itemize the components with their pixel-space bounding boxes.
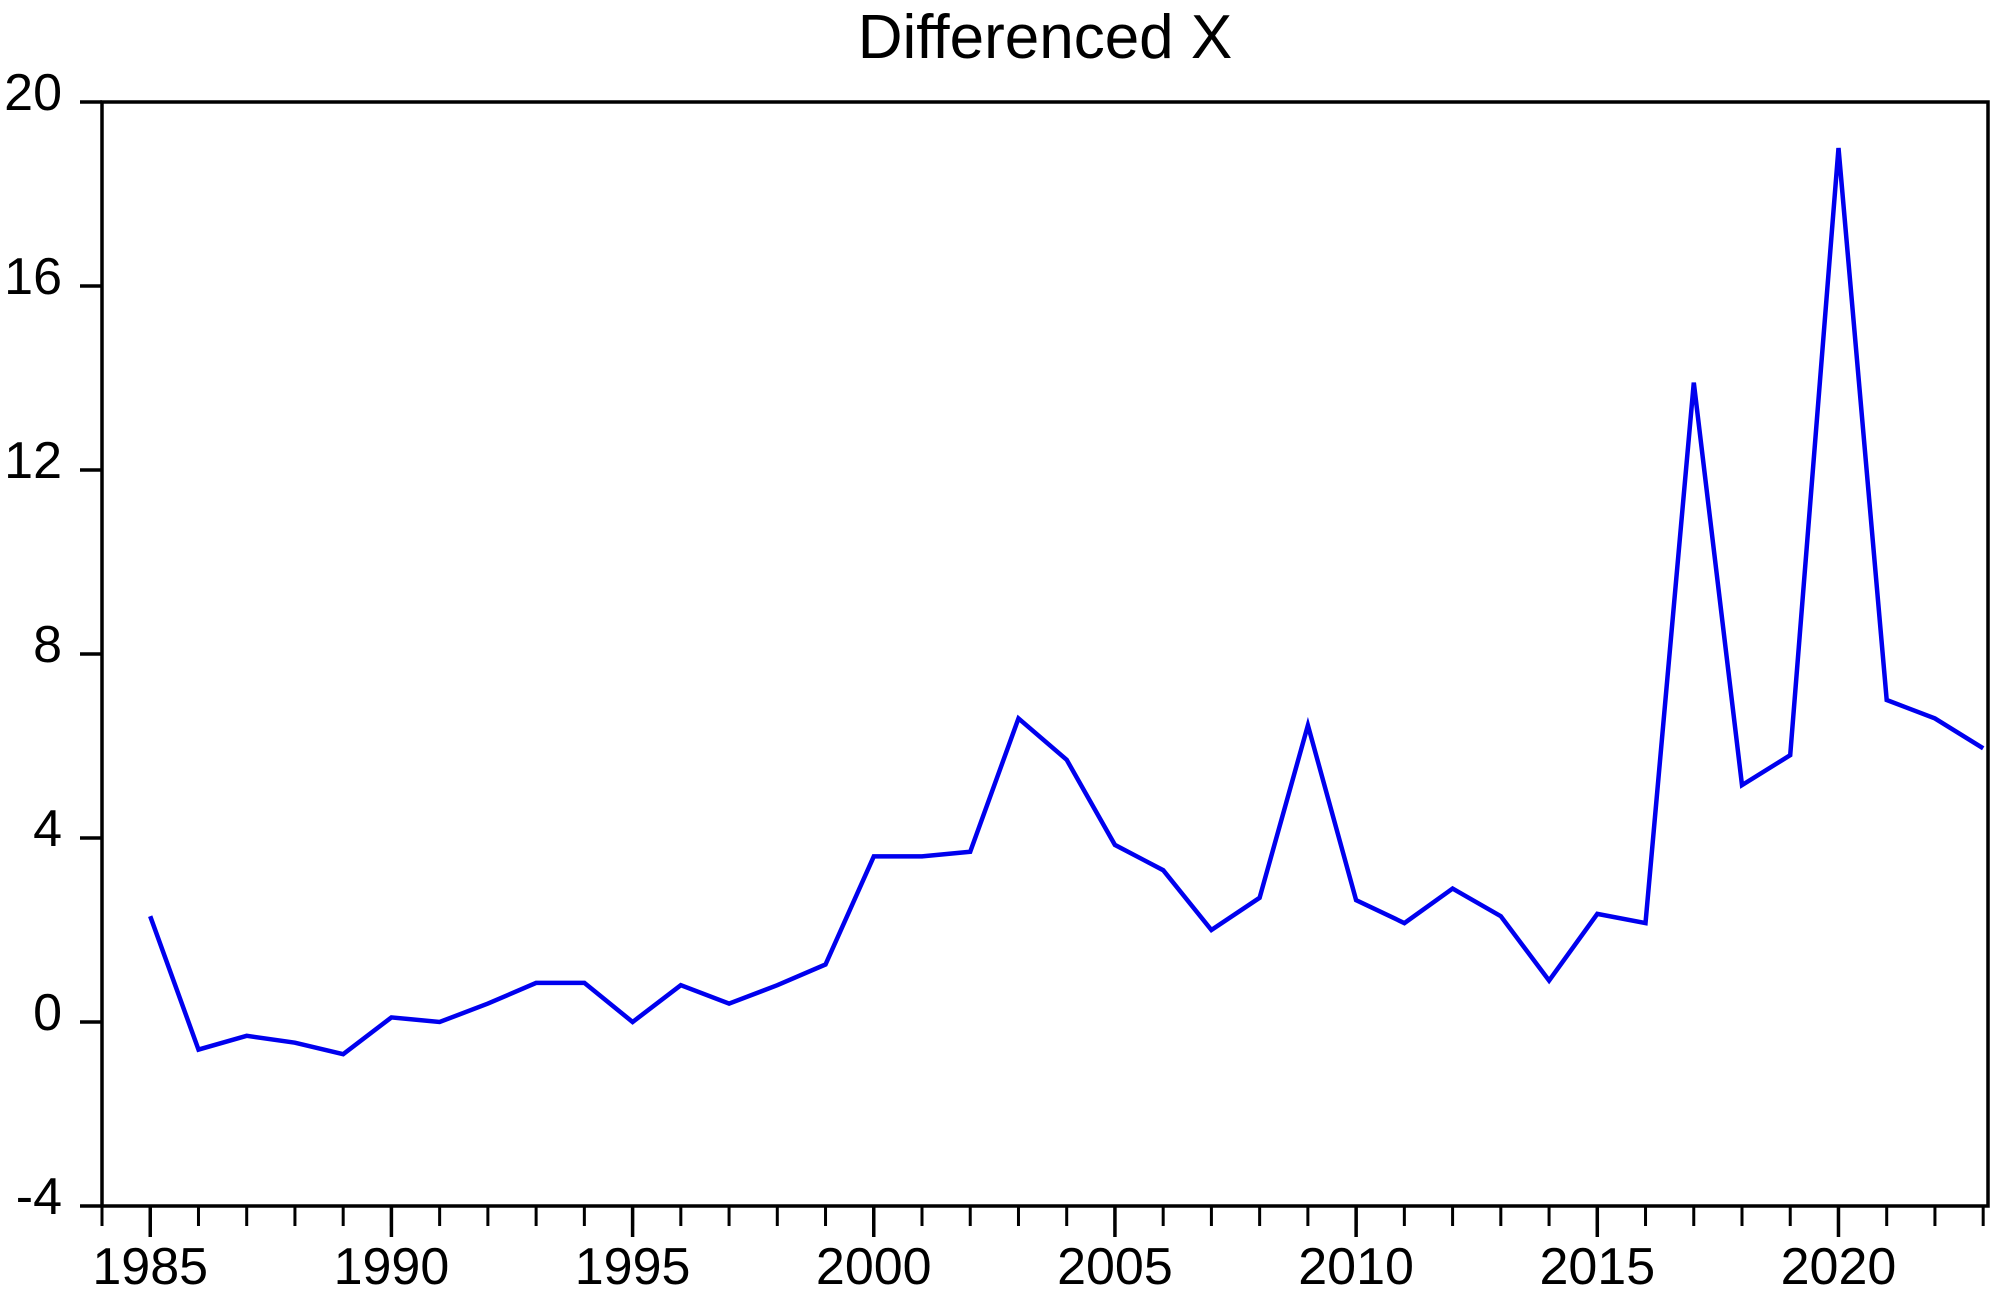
y-axis-label: -4 xyxy=(16,1168,62,1226)
y-axis-label: 0 xyxy=(33,984,62,1042)
y-axis-label: 20 xyxy=(4,64,62,122)
series xyxy=(148,147,1985,1057)
x-axis-label: 1985 xyxy=(92,1238,208,1296)
x-axis-label: 1995 xyxy=(575,1238,691,1296)
y-axis: 20 16 12 8 4 0 -4 xyxy=(4,64,102,1226)
series-line xyxy=(148,147,1985,1057)
plot-frame xyxy=(100,100,1990,1208)
x-axis: 1985 1990 1995 2000 2005 2010 2015 2020 xyxy=(92,1206,1985,1296)
y-axis-label: 16 xyxy=(4,248,62,306)
y-axis-label: 4 xyxy=(33,800,62,858)
y-axis-label: 8 xyxy=(33,616,62,674)
x-axis-label: 2005 xyxy=(1057,1238,1173,1296)
x-axis-label: 2020 xyxy=(1781,1238,1897,1296)
x-axis-label: 1990 xyxy=(334,1238,450,1296)
plot-frame-box xyxy=(100,100,1990,1208)
x-axis-label: 2000 xyxy=(816,1238,932,1296)
y-axis-label: 12 xyxy=(4,432,62,490)
x-axis-label: 2010 xyxy=(1298,1238,1414,1296)
chart-title: Differenced X xyxy=(858,3,1233,72)
x-axis-label: 2015 xyxy=(1539,1238,1655,1296)
